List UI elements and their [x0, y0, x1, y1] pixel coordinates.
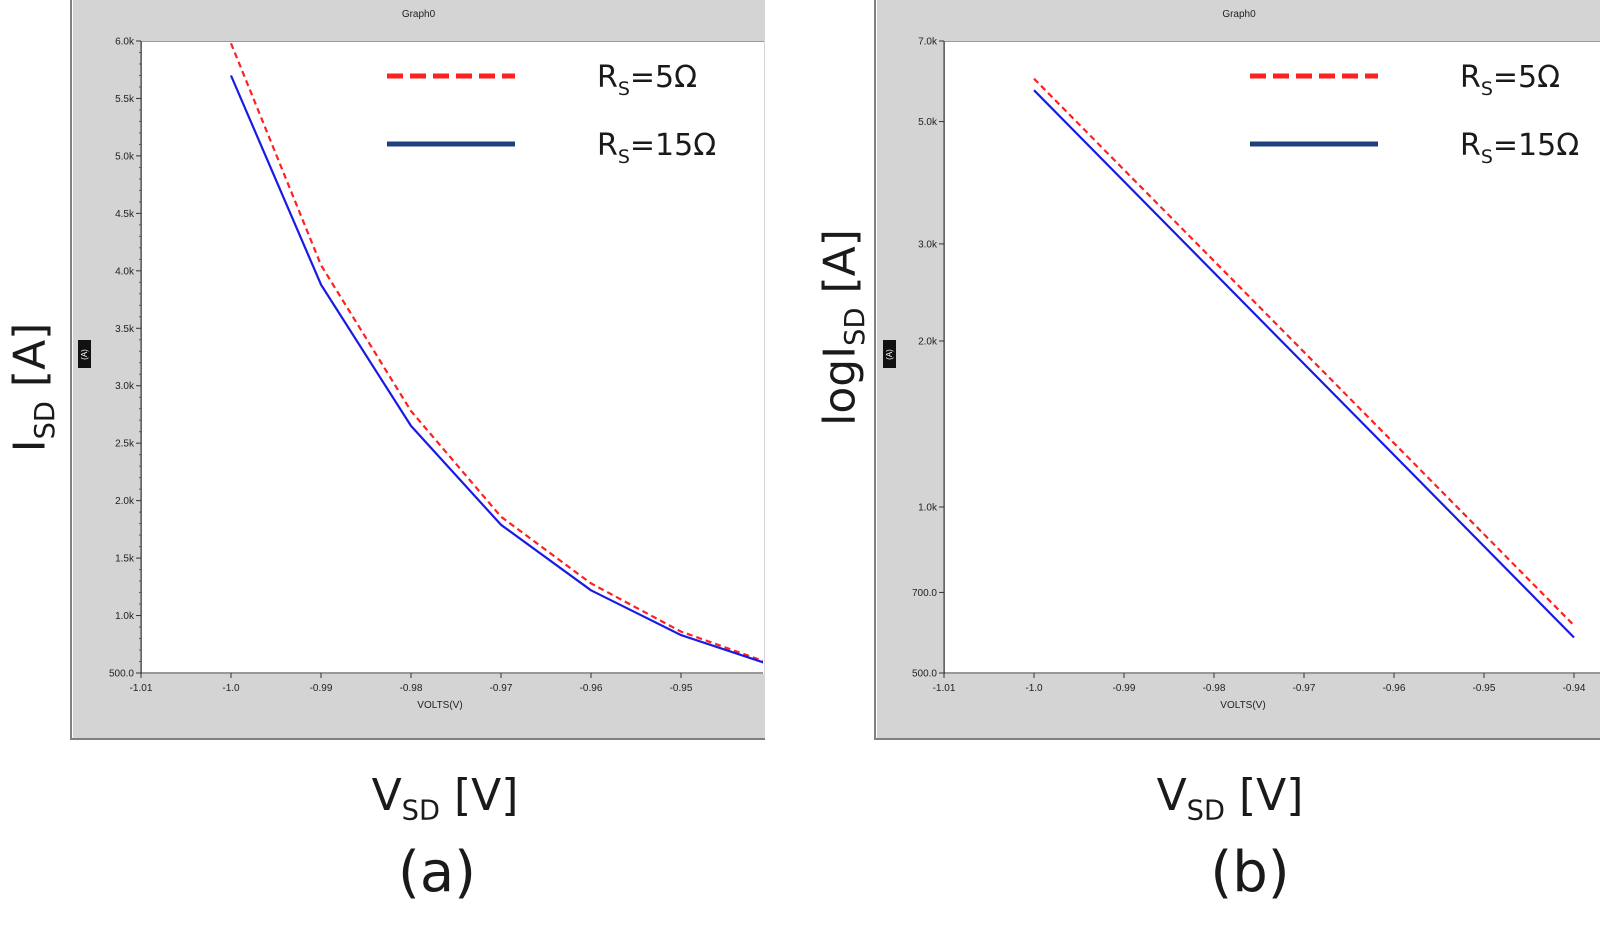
x-axis-label-main: V [1156, 770, 1187, 821]
y-tick-label: 700.0 [912, 588, 937, 599]
series-line [229, 42, 763, 663]
window-title: Graph0 [1222, 9, 1256, 20]
y-tick-label: 1.5k [115, 554, 135, 565]
legend-label-main: R [1460, 60, 1481, 95]
y-tick-label: 4.0k [115, 266, 135, 277]
y-tick-label: 1.0k [115, 611, 135, 622]
chart-a: -1.01 -1.0 -0.99 -0.98 -0.97 -0.96 -0.95 500.0 1… [109, 37, 763, 711]
y-tick-label: 500.0 [109, 669, 134, 680]
y-tick-label: 1.0k [918, 503, 938, 514]
x-tick-label: -0.94 [1563, 683, 1586, 694]
chart-b: -1.01 -1.0 -0.99 -0.98 -0.97 -0.96 -0.95 -0.94 5… [912, 37, 1600, 711]
legend-label-sub: S [1481, 146, 1493, 168]
series-line [1033, 77, 1575, 627]
y-tick-label: 3.0k [918, 239, 938, 250]
legend-label-main: R [597, 60, 618, 95]
panel-b: Graph0 (A) -1.01 -1.0 -0.99 -0.98 -0.97 -0.96… [810, 0, 1600, 940]
legend-label-rest: =5Ω [630, 60, 697, 95]
x-axis-label-unit: [V] [453, 770, 519, 821]
legend-label-rest: =5Ω [1493, 60, 1560, 95]
x-axis-label: VSD [V] [1156, 770, 1304, 825]
x-tick-label: -1.01 [130, 683, 153, 694]
x-tick-label: -1.0 [1025, 683, 1043, 694]
x-tick-label: -0.99 [1113, 683, 1136, 694]
y-tick-label: 500.0 [912, 669, 937, 680]
y-tick-label: 5.0k [115, 151, 135, 162]
x-axis-label-unit: [V] [1238, 770, 1304, 821]
series-group [1033, 77, 1575, 639]
x-tick-label: -0.98 [400, 683, 423, 694]
series-line [1033, 89, 1575, 639]
x-tick-label: -0.96 [580, 683, 603, 694]
y-tick-label: 5.5k [115, 94, 135, 105]
legend-label-rest: =15Ω [630, 128, 716, 163]
x-tick-label: -0.97 [490, 683, 513, 694]
panel-a: Graph0 (A) -1.01 -1.0 -0.99 -0.98 -0.97 -0.96… [4, 0, 765, 905]
legend-label-sub: S [618, 146, 630, 168]
y-tick-label: 3.5k [115, 324, 135, 335]
y-tick-label: 6.0k [115, 37, 135, 48]
x-tick-label: -1.01 [933, 683, 956, 694]
y-tick-label: 7.0k [918, 37, 938, 48]
x-axis-title: VOLTS(V) [417, 700, 462, 711]
y-tick-label: 5.0k [918, 117, 938, 128]
y-unit-badge: (A) [78, 340, 91, 368]
y-axis-label-sub: SD [30, 401, 62, 440]
x-tick-label: -0.97 [1293, 683, 1316, 694]
y-axis-label-main: I [4, 439, 56, 453]
y-tick-label: 3.0k [115, 381, 135, 392]
legend-label: RS=5Ω [597, 60, 697, 100]
series-group [229, 42, 763, 664]
legend-label: RS=15Ω [597, 128, 716, 168]
y-axis-label-main: logI [814, 345, 866, 426]
series-line [229, 75, 763, 664]
x-axis-title: VOLTS(V) [1220, 700, 1265, 711]
y-tick-label: 2.5k [115, 439, 135, 450]
legend-label-rest: =15Ω [1493, 128, 1579, 163]
legend-label: RS=5Ω [1460, 60, 1560, 100]
y-axis-label-unit: [A] [4, 322, 56, 388]
legend-label-main: R [1460, 128, 1481, 163]
x-tick-label: -0.95 [1473, 683, 1496, 694]
y-axis-label-sub: SD [840, 307, 872, 346]
x-axis-label-sub: SD [401, 795, 440, 827]
panel-label: (b) [1210, 840, 1290, 905]
y-axis-label-unit: [A] [814, 229, 866, 294]
x-tick-label: -0.99 [310, 683, 333, 694]
x-tick-label: -0.95 [670, 683, 693, 694]
window-title: Graph0 [401, 9, 436, 20]
x-axis-label: VSD [V] [371, 770, 519, 825]
panel-label: (a) [397, 840, 477, 905]
legend-label-sub: S [618, 78, 630, 100]
legend-label-sub: S [1481, 78, 1493, 100]
x-tick-label: -0.96 [1383, 683, 1406, 694]
legend-label: RS=15Ω [1460, 128, 1579, 168]
x-axis-label-sub: SD [1186, 795, 1225, 827]
y-unit-badge: (A) [883, 340, 896, 368]
y-axis-label: logISD [A] [814, 178, 872, 478]
y-tick-label: 4.5k [115, 209, 135, 220]
y-tick-label: 2.0k [115, 496, 135, 507]
x-tick-label: -1.0 [222, 683, 240, 694]
legend-label-main: R [597, 128, 618, 163]
x-tick-label: -0.98 [1203, 683, 1226, 694]
y-tick-label: 2.0k [918, 337, 938, 348]
y-axis-label: ISD [A] [4, 278, 62, 498]
x-axis-label-main: V [371, 770, 402, 821]
